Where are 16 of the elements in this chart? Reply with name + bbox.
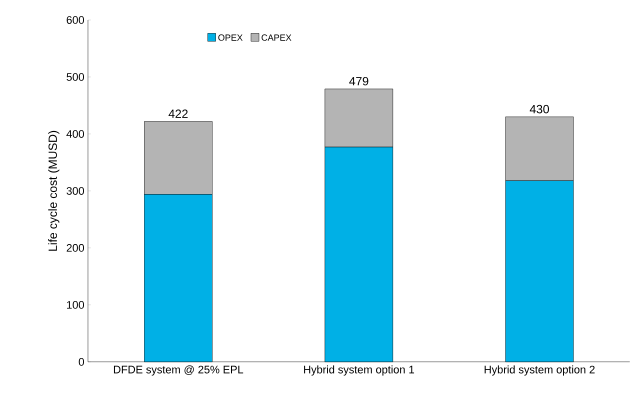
y-tick-label: 0 (78, 358, 84, 366)
total-label: 430 (530, 104, 549, 114)
y-axis-title: Life cycle cost (MUSD) (48, 131, 60, 251)
total-label: 479 (349, 77, 368, 86)
y-tick-label: 200 (66, 244, 84, 252)
x-tick-label: DFDE system @ 25% EPL (114, 365, 244, 376)
y-tick-label: 400 (66, 130, 84, 138)
total-label: 422 (168, 110, 188, 118)
legend-label: CAPEX (262, 34, 292, 41)
y-tick-label: 300 (66, 187, 84, 195)
y-tick-label: 500 (66, 73, 84, 81)
x-tick-label: Hybrid system option 1 (304, 365, 414, 376)
y-tick-label: 100 (67, 301, 84, 309)
legend-label: OPEX (218, 34, 243, 41)
x-tick-label: Hybrid system option 2 (484, 365, 595, 376)
y-tick-label: 600 (66, 16, 84, 24)
